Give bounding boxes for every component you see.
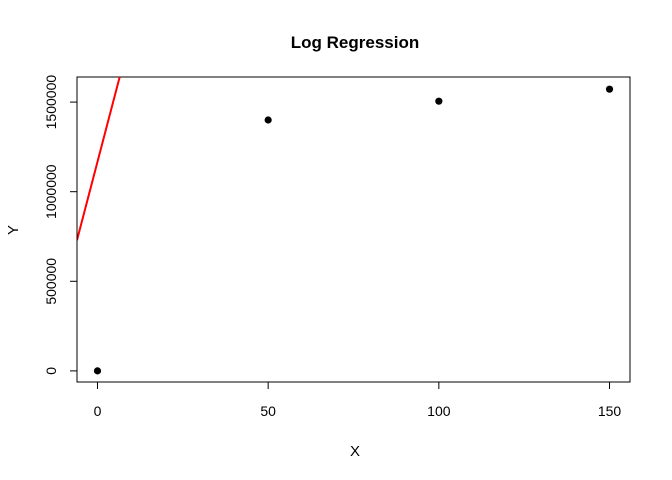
plot-frame [76, 76, 631, 383]
x-axis: 0 50 100 150 [94, 381, 622, 419]
x-tick-label: 0 [94, 403, 102, 419]
data-point [264, 116, 272, 124]
regression-line [77, 77, 121, 241]
data-point [435, 97, 443, 105]
data-layer [77, 77, 614, 375]
y-tick-label: 1000000 [43, 164, 59, 219]
x-axis-label: X [350, 443, 360, 460]
data-point [93, 367, 102, 375]
y-tick-label: 0 [43, 367, 59, 375]
y-tick-label: 1500000 [43, 75, 59, 130]
y-tick-label: 500000 [43, 258, 59, 305]
chart-title: Log Regression [291, 33, 419, 52]
y-axis: 0 500000 1000000 1500000 [43, 75, 78, 375]
x-tick-label: 50 [260, 403, 276, 419]
data-point [605, 85, 614, 93]
x-tick-label: 150 [598, 403, 622, 419]
x-tick-label: 100 [427, 403, 451, 419]
y-axis-label: Y [5, 225, 22, 235]
